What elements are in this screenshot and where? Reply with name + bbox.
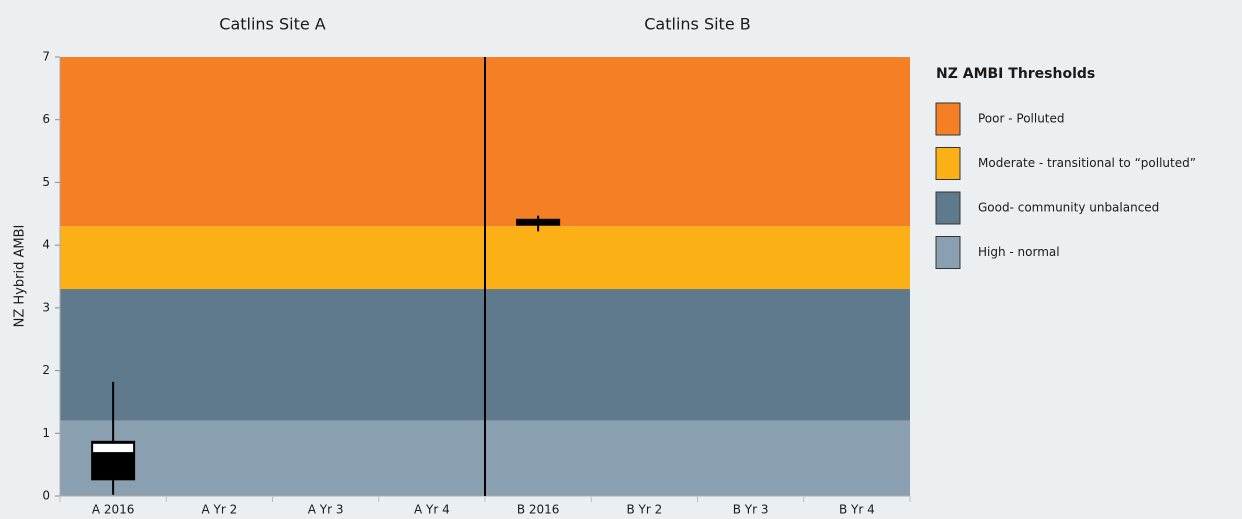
group-label: Catlins Site A [219,15,326,34]
legend-title: NZ AMBI Thresholds [936,66,1095,82]
y-tick-label: 0 [42,489,50,503]
x-tick-label: A Yr 4 [414,503,450,517]
x-tick-label: A 2016 [92,503,135,517]
box-upper [93,443,134,453]
legend-label: Good- community unbalanced [978,201,1159,215]
legend-label: Moderate - transitional to “polluted” [978,156,1196,170]
x-tick-label: B Yr 2 [626,503,662,517]
y-tick-label: 2 [42,363,50,377]
legend-label: Poor - Polluted [978,112,1065,126]
x-tick-label: B 2016 [517,503,560,517]
y-tick-label: 1 [42,426,50,440]
legend-swatch [935,102,961,136]
x-tick-label: A Yr 2 [202,503,238,517]
y-axis-label: NZ Hybrid AMBI [13,225,28,328]
group-label: Catlins Site B [644,15,750,34]
legend-swatch [935,191,961,225]
y-tick-label: 3 [42,300,50,314]
y-tick-label: 6 [42,112,50,126]
legend-label: High - normal [978,245,1060,259]
legend-swatch [935,236,961,269]
x-tick-label: A Yr 3 [308,503,344,517]
x-tick-label: B Yr 3 [733,503,769,517]
y-tick-label: 7 [42,50,50,64]
y-tick-label: 5 [42,175,50,189]
y-tick-label: 4 [42,238,50,252]
x-tick-label: B Yr 4 [839,503,875,517]
legend-swatch [935,147,961,180]
